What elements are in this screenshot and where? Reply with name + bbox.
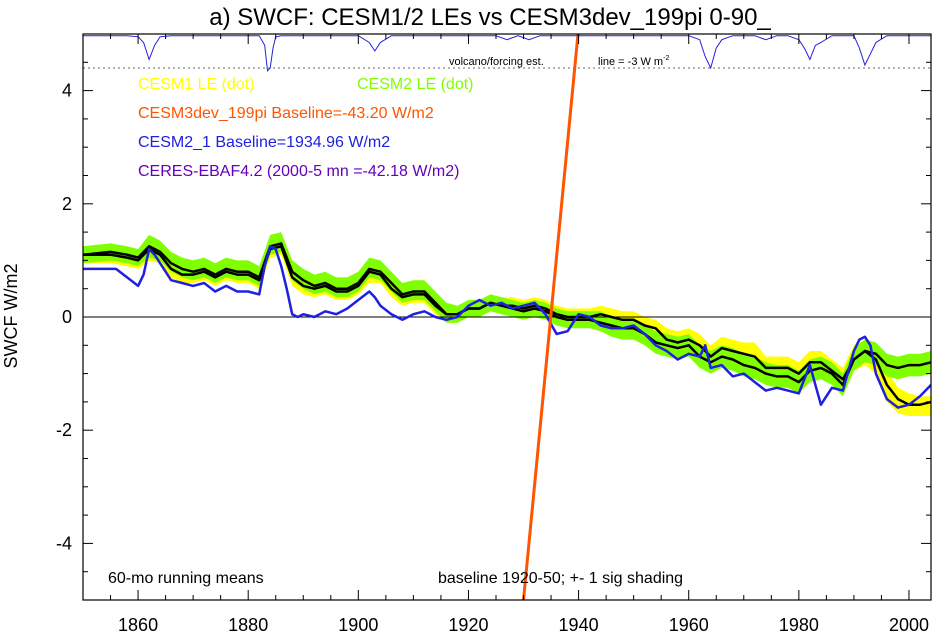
volcano-annotation: volcano/forcing est.	[449, 56, 544, 68]
y-tick-label: 4	[62, 81, 72, 101]
x-tick-label: 1920	[448, 615, 488, 635]
y-tick-label: -2	[56, 420, 72, 440]
y-tick-label: 0	[62, 307, 72, 327]
legend-cesm1: CESM1 LE (dot)	[138, 76, 254, 93]
series-line-4	[83, 245, 931, 409]
series-line-5	[522, 34, 580, 600]
legend-ceres: CERES-EBAF4.2 (2000-5 mn =-42.18 W/m2)	[138, 163, 459, 180]
legend-cesm3dev: CESM3dev_199pi Baseline=-43.20 W/m2	[138, 105, 434, 122]
running-means-note: 60-mo running means	[108, 570, 264, 587]
chart-title: a) SWCF: CESM1/2 LEs vs CESM3dev_199pi 0…	[209, 4, 771, 31]
x-tick-label: 1880	[228, 615, 268, 635]
y-tick-label: 2	[62, 194, 72, 214]
line-annotation-sup: -2	[663, 55, 669, 62]
series-lines	[83, 34, 931, 600]
x-tick-label: 2000	[889, 615, 929, 635]
baseline-note: baseline 1920-50; +- 1 sig shading	[438, 570, 683, 587]
x-tick-label: 1980	[779, 615, 819, 635]
x-tick-label: 1900	[338, 615, 378, 635]
legend-cesm2-1: CESM2_1 Baseline=1934.96 W/m2	[138, 134, 390, 151]
line-annotation: line = -3 W m-2	[598, 55, 669, 68]
uncertainty-bands	[83, 232, 931, 416]
series-line-3	[83, 242, 931, 387]
line-annotation-text: line = -3 W m	[598, 56, 663, 68]
y-axis-label: SWCF W/m2	[1, 264, 21, 369]
y-tick-label: -4	[56, 533, 72, 553]
x-tick-label: 1960	[669, 615, 709, 635]
plot-area	[83, 34, 931, 600]
x-tick-label: 1860	[118, 615, 158, 635]
axis-ticks: 1860 1880 1900 1920 1940 1960 1980 2000 -4 -2 0 2 4	[56, 33, 931, 635]
band-1	[83, 232, 931, 397]
band-0	[83, 237, 931, 416]
x-tick-label: 1940	[559, 615, 599, 635]
legend-cesm2: CESM2 LE (dot)	[357, 76, 473, 93]
